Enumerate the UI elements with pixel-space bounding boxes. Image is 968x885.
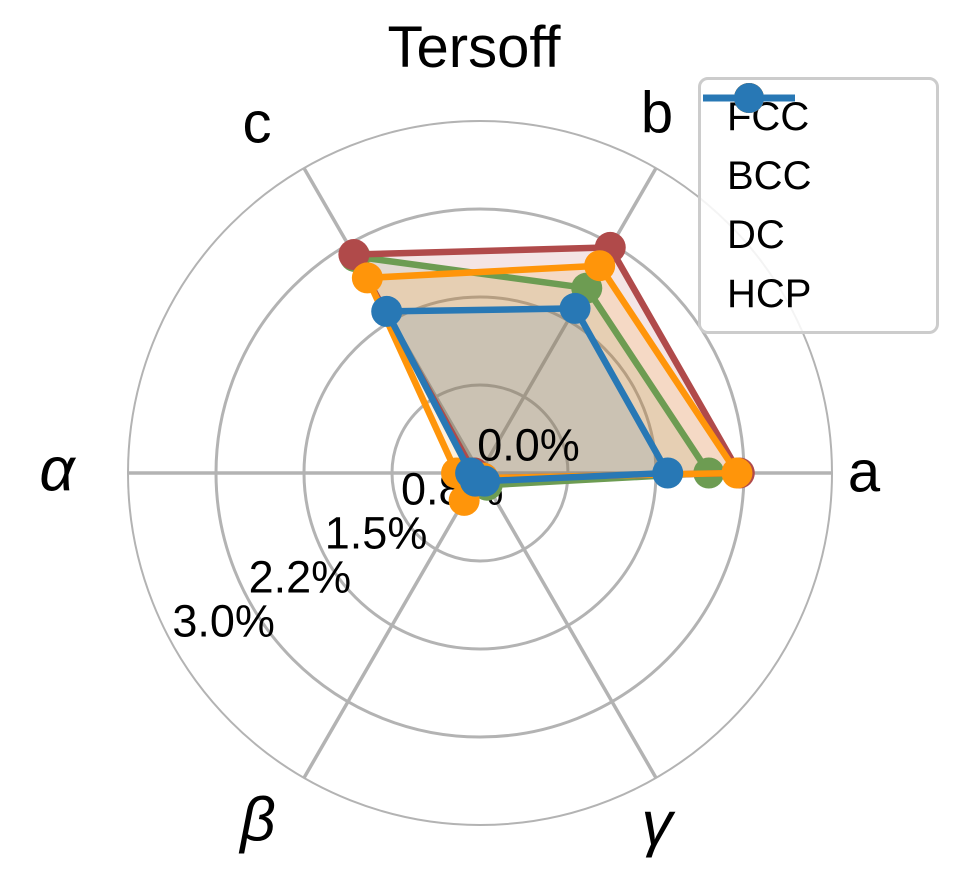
radial-tick-labels: 0.0%0.8%1.5%2.2%3.0% [172,420,579,647]
series-DC-marker-b [584,250,616,282]
series-DC-marker-c [351,262,383,294]
series-lines [338,231,755,516]
legend-label-DC: DC [727,212,785,257]
radial-tick-label: 3.0% [172,596,275,647]
axis-label-γ: γ [642,790,676,859]
axis-label-α: α [39,436,76,505]
legend-item-DC: DC [703,83,932,261]
radial-tick-label: 0.0% [477,420,580,471]
legend: FCC BCC DC HCP [698,77,939,334]
legend-marker [734,83,764,113]
series-DC-marker-a [721,457,753,489]
chart-title: Tersoff [387,15,561,80]
axis-label-β: β [238,786,275,855]
grid-spoke [478,472,658,779]
legend-label-BCC: BCC [727,154,812,199]
radial-tick-label: 2.2% [249,552,352,603]
axis-labels: a b c α β γ [39,81,881,859]
series-HCP-marker-γ [469,465,501,497]
axis-label-c: c [243,91,272,156]
series-HCP-marker-a [652,457,684,489]
legend-item-HCP: HCP [703,83,932,320]
legend-item-BCC: BCC [703,83,932,202]
grid-spoke [302,472,482,779]
axis-label-b: b [641,81,673,146]
legend-label-HCP: HCP [727,271,812,316]
series-HCP-marker-c [371,295,403,327]
legend-sample-HCP [703,83,795,113]
radial-tick-label: 1.5% [325,508,428,559]
series-BCC-marker-c [338,239,370,271]
axis-label-a: a [848,440,881,505]
series-HCP-marker-b [559,292,591,324]
